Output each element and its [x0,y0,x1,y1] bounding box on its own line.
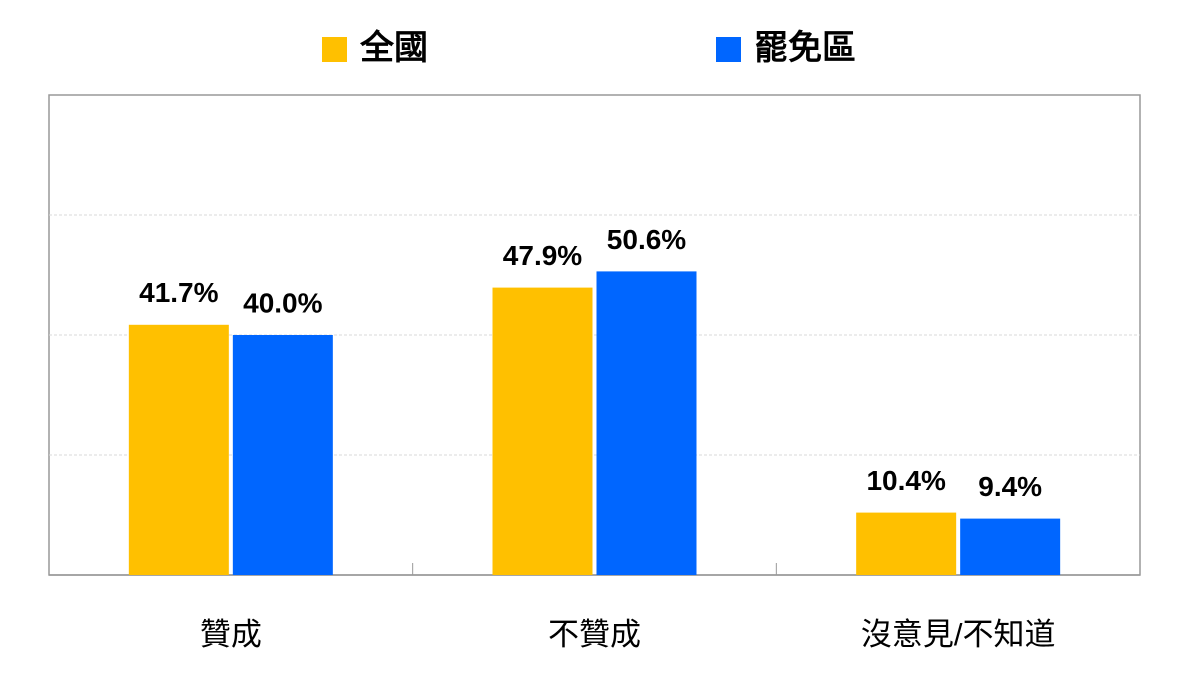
value-label: 41.7% [139,277,218,308]
x-tick-label: 沒意見/不知道 [861,617,1056,652]
bar [492,287,593,575]
legend-swatch [322,37,347,62]
value-label: 40.0% [243,287,322,318]
x-tick-label: 不贊成 [548,617,641,652]
x-tick-label: 贊成 [200,617,262,652]
bar [128,324,229,575]
value-label: 47.9% [503,240,582,271]
bar [232,335,333,575]
legend-label: 罷免區 [754,29,856,67]
value-label: 50.6% [607,224,686,255]
legend-swatch [716,37,741,62]
bar [960,518,1061,575]
value-label: 9.4% [978,471,1042,502]
bar [596,271,697,575]
bar [856,512,957,575]
legend-label: 全國 [359,28,428,67]
value-label: 10.4% [866,465,945,496]
